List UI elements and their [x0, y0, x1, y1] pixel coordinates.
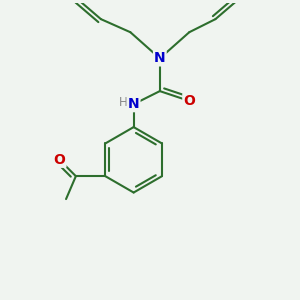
Text: O: O	[54, 153, 65, 167]
Text: N: N	[128, 97, 140, 111]
Text: O: O	[183, 94, 195, 108]
Text: H: H	[119, 96, 128, 109]
Text: N: N	[154, 51, 166, 65]
